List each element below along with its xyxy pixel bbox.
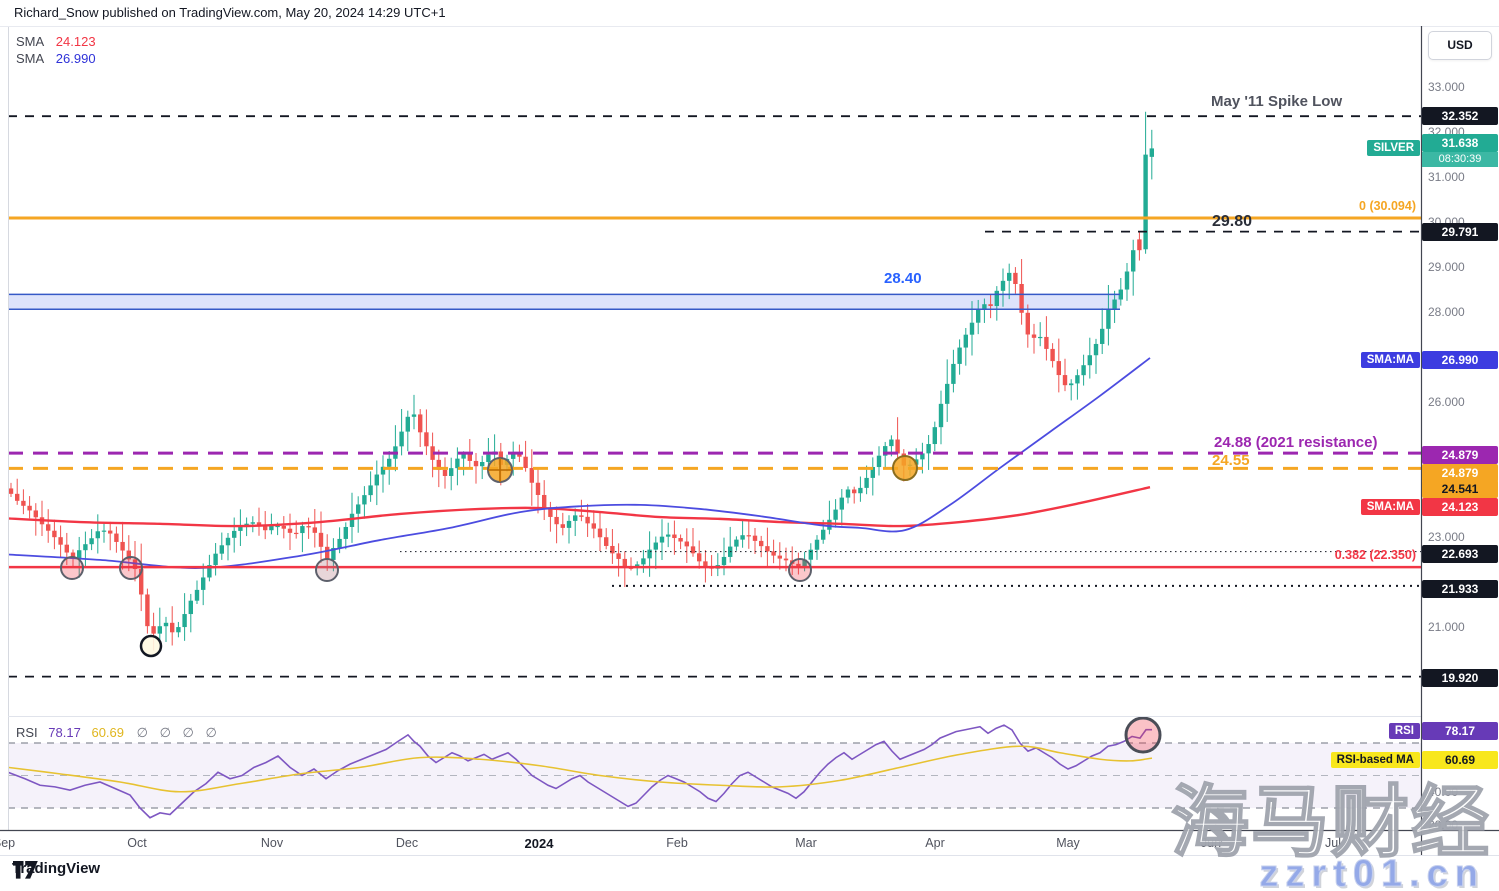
series-label-sma-ma: SMA:MA (1360, 352, 1420, 368)
sma-fast-label: SMA (16, 34, 45, 49)
time-axis-label-Nov: Nov (260, 836, 284, 850)
axis-tick-20.00: 20.00 (1428, 818, 1459, 832)
rsi-ma-line (8, 745, 1153, 793)
axis-price-label-26.990: 26.990 (1422, 351, 1498, 369)
rsi-legend[interactable]: RSI 78.17 60.69 ∅ ∅ ∅ ∅ (16, 725, 221, 741)
axis-tick-23.000: 23.000 (1428, 530, 1465, 544)
time-axis-label-Dec: Dec (395, 836, 419, 850)
level-2455-text: 24.55 (1212, 452, 1250, 469)
candles-layer (8, 111, 1154, 651)
may11-spike-low-text: May '11 Spike Low (1211, 93, 1343, 110)
axis-price-label-19.920: 19.920 (1422, 669, 1498, 687)
axis-price-label-22.693: 22.693 (1422, 545, 1498, 563)
sma-slow-label: SMA (16, 51, 45, 66)
time-axis-label-Oct: Oct (127, 836, 147, 850)
sma-fast-value: 24.123 (55, 34, 96, 49)
axis-price-label-31.638: 31.638 (1422, 134, 1498, 152)
axis-price-label-24.541: 24.541 (1422, 480, 1498, 498)
axis-tick-28.000: 28.000 (1428, 305, 1465, 319)
series-label-rsi-based-ma: RSI-based MA (1330, 752, 1420, 768)
marker-circle-7 (1124, 716, 1162, 754)
tradingview-logo-icon (13, 861, 38, 879)
zone-2840-fill (8, 294, 1120, 310)
axis-price-label-24.879: 24.879 (1422, 446, 1498, 464)
axis-price-label-24.123: 24.123 (1422, 498, 1498, 516)
countdown-label: 08:30:39 (1422, 152, 1498, 167)
marker-circle-3 (788, 558, 812, 582)
rsi-ma-value: 60.69 (91, 725, 125, 740)
axis-tick-40.00: 40.00 (1428, 785, 1459, 799)
marker-circle-1 (119, 556, 143, 580)
rsi-value: 78.17 (48, 725, 81, 740)
fib-382-text: 0.382 (22.350) (1334, 548, 1416, 562)
marker-circle-4 (139, 634, 163, 658)
series-label-sma-ma: SMA:MA (1360, 499, 1420, 515)
sma-fast-line (8, 486, 1151, 528)
level-2488-text: 24.88 (2021 resistance) (1214, 434, 1378, 451)
axis-price-label-32.352: 32.352 (1422, 107, 1498, 125)
publication-header: Richard_Snow published on TradingView.co… (14, 5, 446, 20)
time-axis-label-2024: 2024 (524, 836, 554, 851)
axis-tick-33.000: 33.000 (1428, 80, 1465, 94)
axis-price-label-78.17: 78.17 (1422, 722, 1498, 740)
fib-0-text: 0 (30.094) (1359, 199, 1416, 213)
time-axis-label-Sep: Sep (0, 836, 16, 850)
time-axis-label-Apr: Apr (925, 836, 945, 850)
tradingview-brand[interactable]: TradingView (12, 860, 100, 879)
time-axis-label-Feb: Feb (666, 836, 688, 850)
axis-tick-29.000: 29.000 (1428, 260, 1465, 274)
time-axis-label-May: May (1056, 836, 1080, 850)
rsi-empty-params: ∅ ∅ ∅ ∅ (136, 725, 221, 740)
rsi-label: RSI (16, 725, 38, 740)
axis-price-label-29.791: 29.791 (1422, 223, 1498, 241)
sma-slow-legend-row[interactable]: SMA 26.990 (16, 50, 96, 67)
plot-layers (8, 111, 1421, 819)
indicator-legend: SMA 24.123 SMA 26.990 (16, 33, 96, 67)
series-label-silver: SILVER (1367, 140, 1420, 156)
level-2980-text: 29.80 (1212, 213, 1253, 230)
currency-button[interactable]: USD (1428, 31, 1492, 60)
level-2840-text: 28.40 (884, 270, 922, 287)
sma-slow-value: 26.990 (55, 51, 96, 66)
axis-price-label-60.69: 60.69 (1422, 751, 1498, 769)
axis-tick-21.000: 21.000 (1428, 620, 1465, 634)
sma-fast-legend-row[interactable]: SMA 24.123 (16, 33, 96, 50)
marker-circle-6 (892, 455, 918, 481)
axis-tick-31.000: 31.000 (1428, 170, 1465, 184)
series-label-rsi: RSI (1388, 723, 1420, 739)
time-axis-label-Jun: Jun (1200, 836, 1222, 850)
marker-circle-2 (315, 558, 339, 582)
axis-tick-26.000: 26.000 (1428, 395, 1465, 409)
time-axis-label-Jul: Jul (1325, 836, 1341, 850)
axis-price-label-21.933: 21.933 (1422, 580, 1498, 598)
marker-circle-0 (60, 556, 84, 580)
sma-slow-line (8, 357, 1151, 569)
axis-price-label-24.879: 24.879 (1422, 464, 1498, 482)
rsi-line (8, 724, 1152, 819)
time-axis-label-Mar: Mar (795, 836, 817, 850)
